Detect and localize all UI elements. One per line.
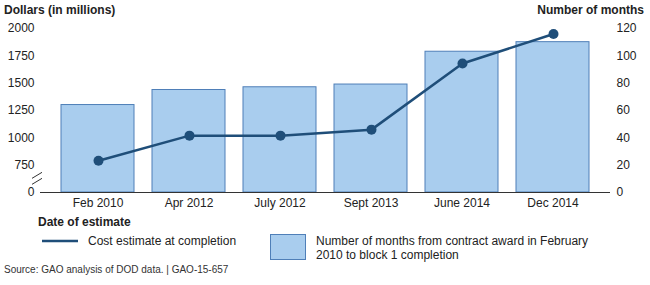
svg-text:Sept 2013: Sept 2013: [344, 196, 399, 210]
svg-text:80: 80: [617, 76, 631, 90]
svg-text:0: 0: [28, 185, 35, 199]
svg-text:1000: 1000: [8, 131, 35, 145]
svg-text:40: 40: [617, 131, 631, 145]
svg-text:1250: 1250: [8, 103, 35, 117]
svg-text:Apr 2012: Apr 2012: [165, 196, 214, 210]
svg-text:Feb 2010: Feb 2010: [73, 196, 124, 210]
svg-text:0: 0: [617, 185, 624, 199]
svg-text:750: 750: [14, 158, 34, 172]
svg-text:1750: 1750: [8, 49, 35, 63]
svg-text:100: 100: [617, 49, 637, 63]
svg-text:2000: 2000: [8, 21, 35, 35]
svg-text:120: 120: [617, 21, 637, 35]
svg-text:20: 20: [617, 158, 631, 172]
svg-text:July 2012: July 2012: [254, 196, 306, 210]
svg-text:June 2014: June 2014: [434, 196, 490, 210]
svg-text:Dec 2014: Dec 2014: [527, 196, 579, 210]
html-text:Dollars (in millions): Dollars (in millions): [4, 3, 116, 17]
svg-text:60: 60: [617, 103, 631, 117]
html-text:Number of months: Number of months: [537, 3, 644, 17]
svg-text:1500: 1500: [8, 76, 35, 90]
html-text:Source: GAO analysis of DOD da: Source: GAO analysis of DOD data. | GAO-…: [4, 264, 229, 275]
html-text:Number of months from contract: Number of months from contract award in …: [316, 234, 589, 262]
html-text:Date of estimate: Date of estimate: [38, 215, 131, 229]
html-text:Cost estimate at completion: Cost estimate at completion: [88, 234, 237, 248]
